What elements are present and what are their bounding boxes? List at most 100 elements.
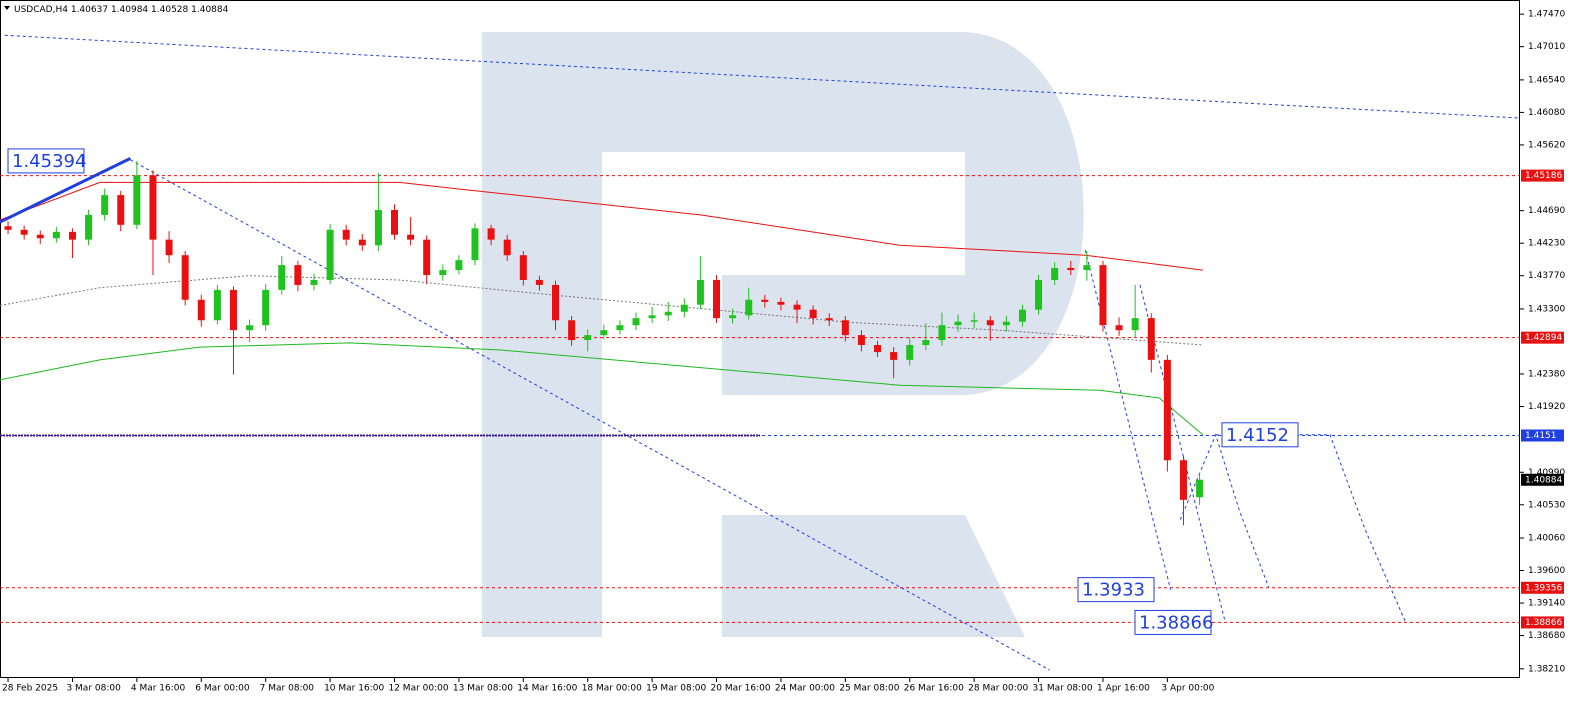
y-tick-label: 1.45620 (1528, 140, 1565, 150)
annotation-label: 1.38866 (1139, 612, 1213, 633)
candle-body (874, 345, 882, 353)
candle-body (1196, 479, 1204, 498)
candle-body (1035, 279, 1043, 310)
overlay-line (1139, 284, 1226, 623)
x-tick-label: 28 Mar 00:00 (968, 684, 1028, 694)
candle-body (246, 325, 254, 331)
candle-body (197, 299, 205, 321)
y-tick-label: 1.47010 (1528, 42, 1565, 52)
candle-body (342, 229, 350, 240)
candle-body (632, 318, 640, 326)
plot-frame (0, 0, 1520, 678)
ohlc-close: 1.40884 (191, 5, 228, 15)
overlay-line (1084, 250, 1172, 590)
candle-body (761, 299, 769, 302)
y-tick-label: 1.38680 (1528, 631, 1565, 641)
candle-body (568, 320, 576, 341)
x-tick-label: 28 Feb 2025 (2, 684, 58, 694)
candle-body (825, 318, 833, 321)
candle-body (310, 279, 318, 285)
x-tick-label: 12 Mar 00:00 (388, 684, 448, 694)
candle-body (600, 330, 608, 336)
candle-body (149, 175, 157, 240)
y-tick-label: 1.44690 (1528, 206, 1565, 216)
watermark (482, 32, 1084, 637)
y-tick-label: 1.41920 (1528, 402, 1565, 412)
candle-body (487, 228, 495, 240)
watermark-hole (602, 152, 965, 275)
candle-body (922, 340, 930, 346)
candle-body (503, 239, 511, 256)
overlay-line (1179, 433, 1270, 588)
level-label-box (1521, 581, 1564, 594)
candle-body (616, 325, 624, 331)
y-tick-label: 1.47470 (1528, 10, 1565, 20)
y-tick-label: 1.40990 (1528, 468, 1565, 478)
candle-body (954, 321, 962, 326)
candle-body (986, 320, 994, 326)
price-label: 1.40884 (1525, 475, 1562, 485)
candle-body (696, 279, 704, 305)
level-label: 1.4151 (1525, 431, 1557, 441)
ohlc-high: 1.40984 (111, 5, 148, 15)
watermark-leg (722, 515, 1025, 637)
candle-body (101, 195, 109, 215)
candle-body (1163, 359, 1171, 461)
candle-body (374, 209, 382, 246)
annotation-box (7, 148, 85, 174)
level-label-box (1521, 169, 1564, 182)
candle-body (552, 284, 560, 321)
candle-body (857, 335, 865, 346)
candle-body (535, 279, 543, 285)
watermark-stem (482, 32, 602, 637)
y-tick-label: 1.39140 (1528, 599, 1565, 609)
candle-body (407, 234, 415, 240)
x-tick-label: 25 Mar 08:00 (839, 684, 899, 694)
candle-body (326, 229, 334, 280)
candle-body (1051, 267, 1059, 280)
annotation-box (1077, 577, 1155, 603)
overlay-line (0, 157, 132, 224)
x-tick-label: 31 Mar 08:00 (1033, 684, 1093, 694)
candle-body (85, 214, 93, 240)
x-tick-label: 7 Mar 08:00 (260, 684, 315, 694)
x-tick-label: 19 Mar 08:00 (646, 684, 706, 694)
symbol: USDCAD,H4 (14, 5, 68, 15)
candle-body (181, 255, 189, 300)
candle-body (358, 239, 366, 246)
ohlc-open: 1.40637 (71, 5, 108, 15)
x-tick-label: 13 Mar 08:00 (453, 684, 513, 694)
y-tick-label: 1.40060 (1528, 534, 1565, 544)
x-tick-label: 3 Apr 00:00 (1161, 684, 1214, 694)
level-label: 1.45186 (1525, 171, 1562, 181)
annotation-label: 1.45394 (12, 151, 86, 172)
candle-body (906, 345, 914, 360)
x-tick-label: 18 Mar 00:00 (582, 684, 642, 694)
level-label: 1.38866 (1525, 618, 1562, 628)
level-label: 1.42894 (1525, 333, 1562, 343)
candle-body (777, 301, 785, 305)
candle-body (165, 239, 173, 256)
candle-body (68, 231, 76, 240)
candle-body (1147, 318, 1155, 360)
candle-body (519, 255, 527, 280)
overlay-line (130, 159, 1051, 671)
candle-body (1131, 318, 1139, 331)
overlay-line (0, 342, 1204, 436)
y-tick-label: 1.39600 (1528, 566, 1565, 576)
annotation-label: 1.3933 (1082, 580, 1145, 601)
x-tick-label: 1 Apr 16:00 (1097, 684, 1150, 694)
candle-body (1018, 309, 1026, 322)
candle-body (20, 229, 28, 235)
candle-body (439, 270, 447, 276)
candle-body (36, 234, 44, 239)
candle-body (1099, 265, 1107, 326)
candle-body (1115, 325, 1123, 331)
annotation-label: 1.4152 (1226, 425, 1289, 446)
y-tick-label: 1.43770 (1528, 271, 1565, 281)
x-tick-label: 10 Mar 16:00 (324, 684, 384, 694)
watermark-hole (602, 275, 722, 515)
ohlc-low: 1.40528 (151, 5, 188, 15)
candle-body (970, 320, 978, 322)
